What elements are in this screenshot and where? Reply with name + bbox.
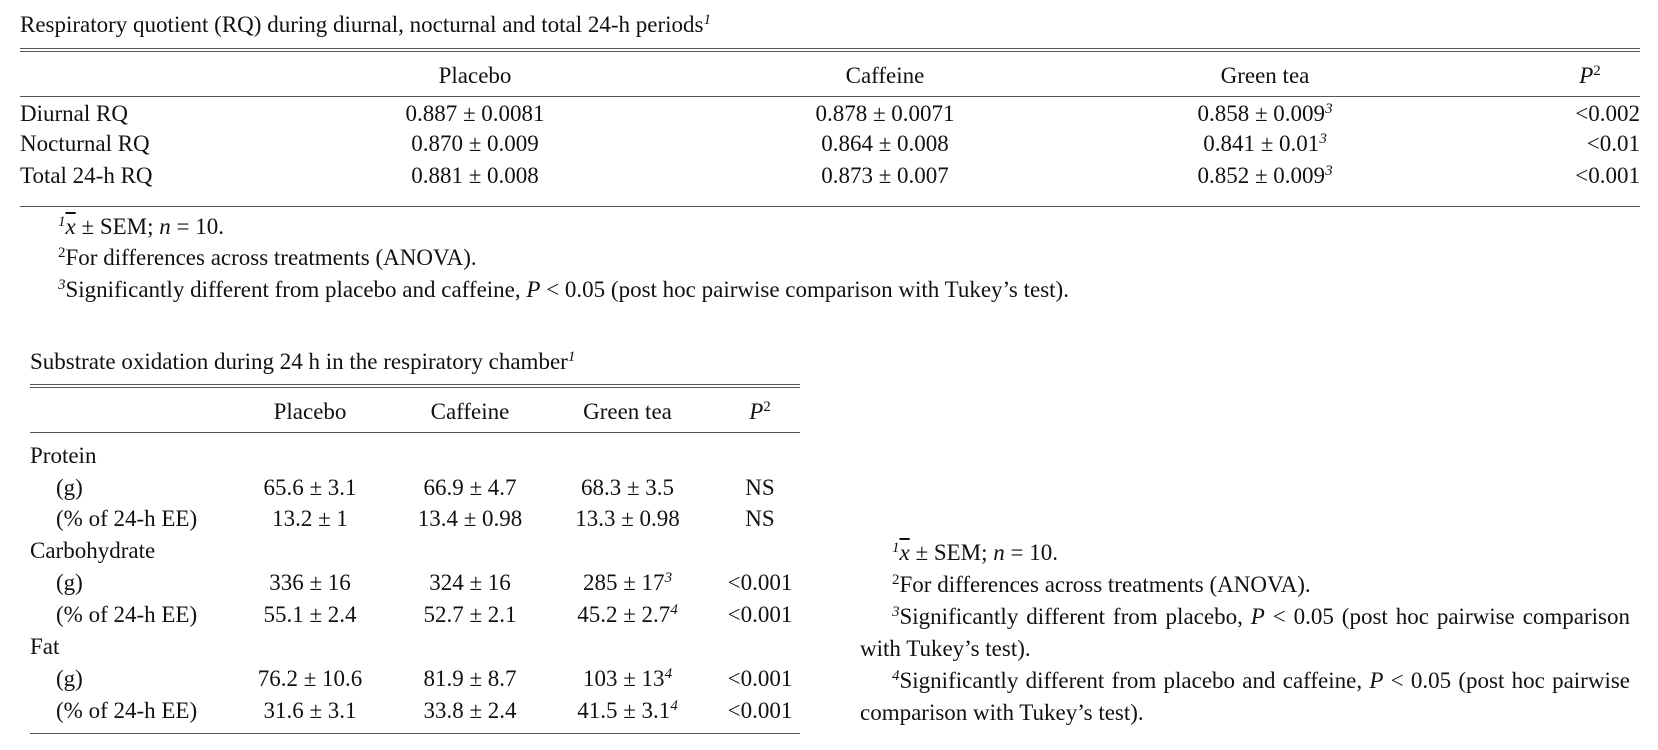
table1-header-green-tea: Green tea (1220, 63, 1310, 88)
table1-header-rule (20, 96, 1640, 97)
table2-footnote-1: 1x ± SEM; n = 10. (892, 539, 1059, 565)
table2-cell-caffeine: 324 ± 16 (429, 570, 511, 595)
table2-cell-p: NS (745, 475, 775, 500)
table1-row-label: Total 24-h RQ (20, 163, 153, 188)
table2-header-p: P2 (749, 398, 771, 424)
table1-header-placebo: Placebo (438, 63, 512, 88)
table1-cell-green-tea: 0.858 ± 0.0093 (1197, 100, 1333, 126)
table2-cell-green-tea: 41.5 ± 3.14 (577, 697, 678, 723)
table1-top-rule (20, 48, 1640, 52)
table2-cell-green-tea: 103 ± 134 (582, 665, 673, 691)
table2-cell-caffeine: 66.9 ± 4.7 (423, 475, 517, 500)
table2-cell-green-tea: 45.2 ± 2.74 (577, 601, 678, 627)
table2-cell-green-tea: 285 ± 173 (582, 569, 673, 595)
table1-row-label: Nocturnal RQ (20, 131, 150, 156)
table2-cell-green-tea: 13.3 ± 0.98 (575, 506, 680, 531)
table2-row-label: (g) (56, 475, 83, 500)
table1-header-p: P2 (1579, 62, 1601, 88)
table1-cell-placebo: 0.887 ± 0.0081 (405, 101, 545, 126)
table2-cell-p: <0.001 (727, 666, 793, 691)
table2-caption: Substrate oxidation during 24 h in the r… (30, 348, 576, 374)
table2-top-rule (30, 384, 800, 388)
table2-row-label: (% of 24-h EE) (56, 506, 198, 531)
table2-header-green-tea: Green tea (583, 399, 672, 424)
table2-cell-caffeine: 33.8 ± 2.4 (423, 698, 517, 723)
table2-cell-placebo: 55.1 ± 2.4 (263, 602, 357, 627)
table2-cell-p: NS (745, 506, 775, 531)
table2-footnote-3: 3Significantly different from placebo, P… (860, 603, 1630, 661)
table2-cell-p: <0.001 (727, 602, 793, 627)
table2-row-label: (g) (56, 666, 83, 691)
table2-group-label: Fat (30, 634, 60, 659)
table2-row-label: (% of 24-h EE) (56, 602, 198, 627)
table2-row-label: (g) (56, 570, 83, 595)
table1-footnote-1: 1x ± SEM; n = 10. (58, 213, 225, 239)
table2-footnote-2: 2For differences across treatments (ANOV… (892, 571, 1311, 597)
table2-cell-caffeine: 52.7 ± 2.1 (423, 602, 517, 627)
table1-row-label: Diurnal RQ (20, 101, 128, 126)
table2-cell-caffeine: 81.9 ± 8.7 (423, 666, 517, 691)
table1-cell-placebo: 0.881 ± 0.008 (411, 163, 539, 188)
table2-row-label: (% of 24-h EE) (56, 698, 198, 723)
table1-cell-caffeine: 0.864 ± 0.008 (821, 131, 949, 156)
table1-footnote-2: 2For differences across treatments (ANOV… (58, 244, 477, 270)
table1-cell-caffeine: 0.873 ± 0.007 (821, 163, 949, 188)
table1-cell-green-tea: 0.841 ± 0.013 (1203, 130, 1327, 156)
table2-cell-placebo: 65.6 ± 3.1 (263, 475, 357, 500)
table1-footnote-3: 3Significantly different from placebo an… (58, 276, 1069, 302)
table2-footnote-4: 4Significantly different from placebo an… (860, 667, 1630, 725)
table2-footnotes: 1x ± SEM; n = 10. 2For differences acros… (860, 537, 1630, 729)
table1-cell-p: <0.01 (1586, 131, 1640, 156)
table1-cell-green-tea: 0.852 ± 0.0093 (1197, 162, 1333, 188)
table2-group-label: Carbohydrate (30, 538, 156, 563)
table2-cell-caffeine: 13.4 ± 0.98 (417, 506, 523, 531)
table2-cell-p: <0.001 (727, 698, 793, 723)
table2-cell-p: <0.001 (727, 570, 793, 595)
table2-group-label: Protein (30, 443, 97, 468)
table1-cell-p: <0.001 (1575, 163, 1640, 188)
table1-cell-p: <0.002 (1575, 101, 1640, 126)
table1-cell-placebo: 0.870 ± 0.009 (411, 131, 539, 156)
table2-cell-placebo: 13.2 ± 1 (272, 506, 348, 531)
table2-header-placebo: Placebo (273, 399, 347, 424)
table2-cell-green-tea: 68.3 ± 3.5 (580, 475, 675, 500)
table2-header-caffeine: Caffeine (430, 399, 510, 424)
table2-cell-placebo: 76.2 ± 10.6 (257, 666, 363, 691)
table2-cell-placebo: 336 ± 16 (269, 570, 351, 595)
table2-header-rule (30, 432, 800, 433)
table1-caption: Respiratory quotient (RQ) during diurnal… (20, 11, 711, 37)
table1-cell-caffeine: 0.878 ± 0.0071 (815, 101, 955, 126)
table1-bottom-rule (20, 206, 1640, 207)
table2-bottom-rule (30, 733, 800, 734)
table1-header-caffeine: Caffeine (845, 63, 925, 88)
table2-cell-placebo: 31.6 ± 3.1 (263, 698, 357, 723)
